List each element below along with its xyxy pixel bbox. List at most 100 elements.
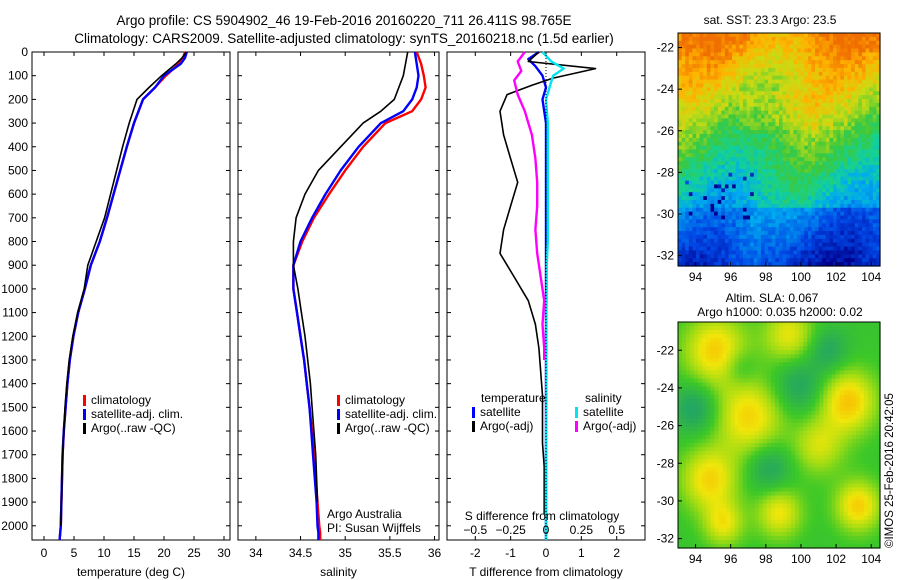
- map-cell: [688, 176, 694, 182]
- map-cell: [696, 211, 701, 217]
- map-cell: [811, 157, 816, 162]
- map-cell: [854, 188, 859, 193]
- map-cell: [787, 426, 792, 432]
- map-cell: [827, 398, 833, 404]
- map-cell: [869, 48, 874, 54]
- map-cell: [789, 48, 795, 54]
- map-cell: [779, 354, 784, 359]
- map-cell: [835, 358, 841, 363]
- map-cell: [750, 114, 755, 120]
- map-cell: [847, 234, 852, 240]
- map-cell: [694, 374, 699, 380]
- map-cell: [681, 238, 686, 244]
- map-cell: [843, 250, 849, 255]
- map-cell: [699, 157, 704, 162]
- map-cell: [865, 145, 870, 151]
- map-cell: [823, 370, 829, 376]
- map-cell: [732, 242, 737, 248]
- map-cell: [854, 64, 859, 69]
- map-cell: [803, 370, 808, 376]
- map-cell: [800, 99, 805, 104]
- map-cell: [735, 95, 740, 100]
- map-cell: [760, 258, 766, 263]
- map-cell: [718, 342, 724, 347]
- map-cell: [739, 250, 744, 255]
- map-cell: [815, 350, 820, 355]
- map-cell: [847, 114, 852, 120]
- map-cell: [732, 133, 737, 139]
- map-cell: [764, 56, 769, 61]
- map-cell: [869, 246, 874, 252]
- map-cell: [717, 33, 722, 38]
- map-cell: [847, 227, 852, 232]
- legend-item: satellite: [480, 405, 521, 419]
- map-cell: [854, 126, 859, 131]
- map-cell: [779, 157, 784, 162]
- map-cell: [681, 211, 686, 217]
- map-cell: [730, 330, 736, 335]
- map-cell: [753, 118, 758, 123]
- map-cell: [768, 141, 773, 147]
- map-x-tick-label: 100: [791, 270, 811, 284]
- map-cell: [818, 79, 823, 85]
- map-cell: [825, 168, 831, 174]
- map-cell: [681, 75, 686, 81]
- map-cell: [861, 188, 867, 193]
- map-cell: [829, 48, 834, 54]
- map-cell: [750, 102, 755, 108]
- map-cell: [779, 161, 784, 166]
- map-cell: [702, 422, 707, 428]
- map-cell: [815, 114, 820, 120]
- map-cell: [800, 56, 805, 61]
- map-cell: [818, 71, 823, 77]
- map-cell: [847, 60, 852, 65]
- map-cell: [782, 99, 787, 104]
- map-cell: [811, 394, 816, 400]
- map-cell: [678, 48, 683, 54]
- map-cell: [699, 56, 704, 61]
- map-cell: [782, 67, 787, 73]
- map-cell: [831, 378, 837, 384]
- map-cell: [721, 33, 726, 38]
- map-cell: [706, 219, 712, 224]
- map-cell: [818, 211, 823, 217]
- map-cell: [807, 95, 813, 100]
- map-cell: [735, 165, 740, 170]
- map-cell: [797, 254, 802, 259]
- x-tick-label: -1: [505, 546, 516, 560]
- map-cell: [815, 165, 820, 170]
- map-cell: [851, 118, 856, 123]
- map-cell: [859, 374, 865, 380]
- map-cell: [843, 176, 849, 182]
- map-cell: [793, 118, 798, 123]
- map-cell: [730, 406, 736, 412]
- map-cell: [869, 231, 874, 236]
- map-cell: [682, 382, 687, 388]
- map-cell: [825, 133, 831, 139]
- map-cell: [721, 130, 726, 135]
- map-cell: [847, 188, 852, 193]
- map-cell: [710, 114, 715, 120]
- map-cell: [714, 203, 719, 209]
- map-cell: [815, 196, 820, 201]
- map-cell: [702, 354, 707, 359]
- map-cell: [843, 95, 849, 100]
- map-cell: [724, 188, 730, 193]
- map-cell: [724, 227, 730, 232]
- map-cell: [869, 114, 874, 120]
- legend-swatch: [472, 421, 475, 432]
- map-cell: [829, 242, 834, 248]
- map-cell: [703, 102, 708, 108]
- map-cell: [732, 126, 737, 131]
- map-cell: [833, 95, 838, 100]
- map-cell: [825, 219, 831, 224]
- map-cell: [843, 196, 849, 201]
- map-cell: [829, 262, 834, 267]
- map-cell: [811, 56, 816, 61]
- map-cell: [699, 254, 704, 259]
- map-cell: [681, 246, 686, 252]
- map-cell: [786, 133, 791, 139]
- map-cell: [791, 426, 796, 432]
- map-cell: [835, 402, 841, 408]
- map-cell: [800, 223, 805, 228]
